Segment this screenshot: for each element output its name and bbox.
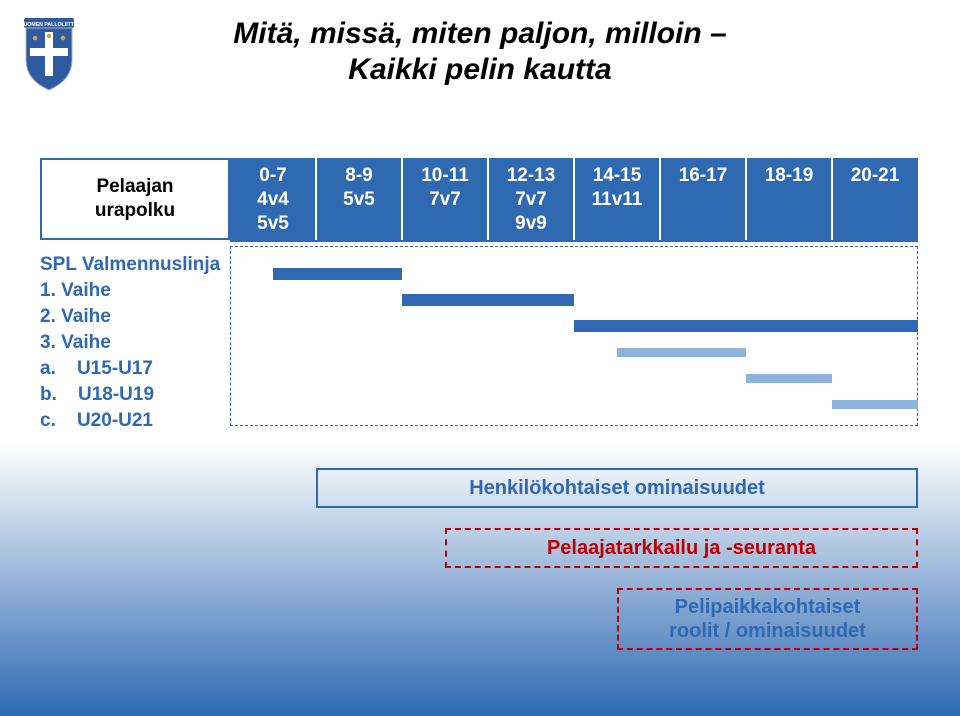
header-divider — [573, 158, 575, 240]
title-line1: Mitä, missä, miten paljon, milloin – — [120, 16, 840, 52]
row-label: c. U20-U21 — [40, 408, 220, 434]
header-divider — [315, 158, 317, 240]
gantt-bar — [746, 374, 832, 383]
gantt-bar — [273, 268, 402, 280]
svg-text:SUOMEN PALLOLIITTO: SUOMEN PALLOLIITTO — [20, 22, 78, 28]
row-label: 1. Vaihe — [40, 278, 220, 304]
row-label: 2. Vaihe — [40, 304, 220, 330]
header-left: Pelaajanurapolku — [40, 158, 230, 240]
header-cell: 12-137v79v9 — [488, 158, 574, 240]
header-divider — [401, 158, 403, 240]
callout-c1: Henkilökohtaiset ominaisuudet — [316, 468, 918, 508]
header-divider — [831, 158, 833, 240]
header-cell: 18-19 — [746, 158, 832, 240]
header-cell: 14-1511v11 — [574, 158, 660, 240]
row-labels: SPL Valmennuslinja1. Vaihe2. Vaihe3. Vai… — [40, 252, 220, 434]
row-label: b. U18-U19 — [40, 382, 220, 408]
header-cell: 20-21 — [832, 158, 918, 240]
slide-title: Mitä, missä, miten paljon, milloin – Kai… — [120, 16, 840, 88]
header-divider — [487, 158, 489, 240]
header-cell: 8-95v5 — [316, 158, 402, 240]
row-label: 3. Vaihe — [40, 330, 220, 356]
title-line2: Kaikki pelin kautta — [120, 52, 840, 88]
gantt-bar — [402, 294, 574, 306]
header-cell: 10-117v7 — [402, 158, 488, 240]
header-divider — [745, 158, 747, 240]
header-divider — [659, 158, 661, 240]
gantt-bar — [574, 320, 918, 332]
header-cell: 0-74v45v5 — [230, 158, 316, 240]
gantt-bar — [617, 348, 746, 357]
callout-c3: Pelipaikkakohtaisetroolit / ominaisuudet — [617, 588, 918, 650]
slide-root: SUOMEN PALLOLIITTO Mitä, missä, miten pa… — [0, 0, 960, 716]
callout-c2: Pelaajatarkkailu ja -seuranta — [445, 528, 918, 568]
header-cell: 16-17 — [660, 158, 746, 240]
header-underline — [230, 240, 918, 242]
spl-logo: SUOMEN PALLOLIITTO — [18, 18, 80, 92]
row-label: a. U15-U17 — [40, 356, 220, 382]
gantt-bar — [832, 400, 918, 409]
